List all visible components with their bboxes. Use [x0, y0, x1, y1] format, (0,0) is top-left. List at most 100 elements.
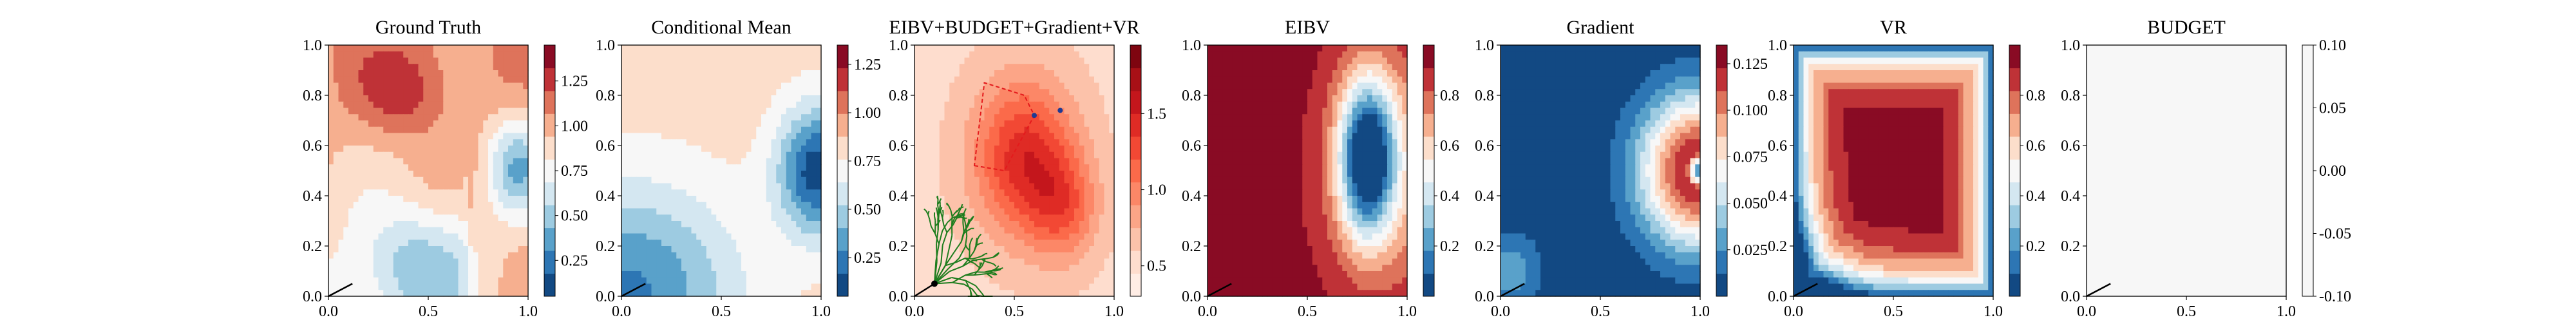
heatmap-cell — [796, 221, 802, 228]
heatmap-cell — [761, 171, 767, 178]
heatmap-cell — [944, 57, 950, 64]
heatmap-cell — [1039, 133, 1045, 140]
heatmap-cell — [503, 45, 509, 52]
heatmap-cell — [741, 240, 747, 247]
heatmap-cell — [686, 271, 692, 278]
heatmap-cells — [914, 45, 1115, 297]
heatmap-cell — [954, 45, 960, 52]
heatmap-cell — [518, 114, 524, 121]
heatmap-cell — [636, 82, 642, 90]
heatmap-cell — [984, 51, 990, 59]
heatmap-cell — [1029, 158, 1035, 165]
heatmap-cell — [721, 158, 727, 165]
heatmap-cell — [368, 196, 374, 203]
heatmap-cell — [751, 151, 757, 159]
heatmap-cell — [1039, 101, 1045, 109]
heatmap-cell — [1019, 189, 1025, 196]
heatmap-cell — [806, 277, 812, 285]
heatmap-cell — [771, 277, 777, 285]
heatmap-cell — [929, 227, 935, 234]
heatmap-cell — [939, 51, 945, 59]
heatmap-cell — [428, 258, 434, 265]
heatmap-cell — [1069, 64, 1075, 71]
heatmap-cell — [949, 120, 955, 128]
heatmap-cell — [1109, 64, 1115, 71]
colorbar-tick-label: 1.25 — [561, 73, 588, 90]
tree-branch — [949, 265, 963, 272]
heatmap-cell — [656, 151, 662, 159]
heatmap-cell — [994, 189, 1000, 196]
heatmap-cell — [979, 76, 985, 84]
heatmap-cell — [448, 57, 454, 64]
heatmap-cell — [636, 164, 642, 171]
heatmap-cell — [363, 221, 369, 228]
heatmap-cell — [964, 76, 970, 84]
heatmap-cell — [358, 214, 364, 222]
heatmap-cell — [681, 139, 687, 146]
heatmap-cell — [811, 139, 817, 146]
heatmap-cell — [508, 64, 514, 71]
heatmap-cell — [761, 120, 767, 128]
heatmap-cell — [508, 227, 514, 234]
heatmap-cell — [686, 183, 692, 190]
tree-branch — [952, 281, 965, 285]
heatmap-cell — [358, 82, 364, 90]
heatmap-cell — [974, 189, 980, 196]
heatmap-cell — [984, 120, 990, 128]
heatmap-cell — [1009, 233, 1015, 240]
heatmap-cell — [358, 101, 364, 109]
heatmap-cell — [363, 120, 369, 128]
heatmap-cell — [736, 246, 742, 253]
heatmap-cell — [626, 95, 632, 102]
heatmap-cell — [656, 64, 662, 71]
heatmap-cell — [433, 126, 439, 134]
heatmap-cell — [646, 227, 652, 234]
heatmap-cell — [781, 51, 787, 59]
heatmap-cell — [1029, 89, 1035, 96]
heatmap-cell — [488, 101, 494, 109]
heatmap-cell — [626, 246, 632, 253]
heatmap-cell — [711, 101, 717, 109]
heatmap-cell — [636, 57, 642, 64]
heatmap-cell — [1014, 133, 1020, 140]
heatmap-cell — [631, 208, 637, 215]
heatmap-cell — [353, 283, 359, 290]
heatmap-cell — [368, 183, 374, 190]
heatmap-cell — [761, 114, 767, 121]
heatmap-cell — [328, 202, 334, 209]
heatmap-cell — [428, 277, 434, 285]
heatmap-cell — [1044, 283, 1050, 290]
heatmap-cell — [398, 196, 404, 203]
heatmap-cell — [681, 151, 687, 159]
heatmap-cell — [1054, 126, 1060, 134]
heatmap-cell — [1109, 70, 1115, 77]
heatmap-cell — [924, 57, 930, 64]
heatmap-cell — [999, 290, 1005, 297]
heatmap-cell — [328, 176, 334, 184]
heatmap-cell — [473, 277, 479, 285]
heatmap-cell — [726, 246, 732, 253]
heatmap-cell — [1009, 252, 1015, 260]
heatmap-cell — [413, 139, 419, 146]
heatmap-cell — [721, 108, 727, 115]
heatmap-cell — [999, 158, 1005, 165]
x-tick-label: 0.5 — [419, 303, 438, 320]
heatmap-cell — [681, 164, 687, 171]
heatmap-cell — [676, 95, 682, 102]
heatmap-cell — [388, 189, 394, 196]
heatmap-cell — [403, 146, 409, 153]
heatmap-cell — [1014, 151, 1020, 159]
heatmap-cell — [368, 57, 374, 64]
heatmap-cell — [1009, 51, 1015, 59]
heatmap-cell — [716, 114, 722, 121]
heatmap-cell — [914, 126, 920, 134]
heatmap-cell — [1084, 108, 1090, 115]
heatmap-cell — [661, 126, 667, 134]
heatmap-cell — [969, 277, 975, 285]
heatmap-cell — [463, 95, 469, 102]
heatmap-cell — [403, 108, 409, 115]
heatmap-cell — [1029, 176, 1035, 184]
heatmap-cell — [651, 95, 657, 102]
heatmap-cell — [771, 120, 777, 128]
tree-branch — [951, 276, 966, 281]
